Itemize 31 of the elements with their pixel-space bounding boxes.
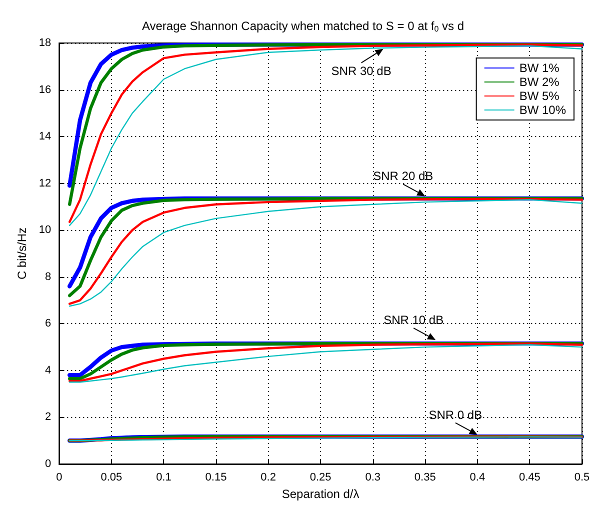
y-tick-label: 14	[38, 130, 52, 143]
y-tick-label: 12	[38, 177, 52, 190]
x-tick-label: 0.1	[156, 472, 172, 484]
legend-label: BW 2%	[519, 75, 560, 89]
x-tick-label: 0.35	[414, 472, 436, 484]
x-tick-label: 0.4	[470, 472, 486, 484]
y-tick-label: 0	[45, 458, 52, 470]
x-tick-label: 0.25	[310, 472, 332, 484]
y-tick-label: 18	[38, 37, 52, 49]
annotation: SNR 0 dB	[428, 408, 482, 422]
y-axis-title: C bit/s/Hz	[15, 227, 29, 280]
x-tick-label: 0.15	[205, 472, 227, 484]
y-tick-label: 2	[45, 411, 52, 424]
legend-label: BW 10%	[519, 103, 566, 117]
y-tick-label: 8	[45, 270, 52, 283]
x-tick-label: 0.45	[519, 472, 540, 484]
y-tick-label: 10	[38, 224, 52, 236]
x-tick-label: 0.05	[100, 472, 122, 484]
y-tick-label: 6	[45, 318, 52, 330]
x-tick-label: 0	[56, 472, 62, 484]
x-tick-label: 0.3	[365, 472, 381, 484]
legend-label: BW 5%	[519, 89, 560, 103]
x-tick-label: 0.2	[260, 472, 276, 484]
y-tick-label: 4	[45, 364, 52, 376]
annotation: SNR 30 dB	[331, 64, 392, 78]
x-axis-title: Separation d/λ	[282, 486, 360, 501]
annotation: SNR 10 dB	[384, 313, 444, 328]
annotation: SNR 20 dB	[373, 169, 434, 184]
x-tick-label: 0.5	[574, 472, 590, 484]
y-tick-label: 16	[38, 84, 52, 96]
legend-label: BW 1%	[519, 61, 560, 75]
